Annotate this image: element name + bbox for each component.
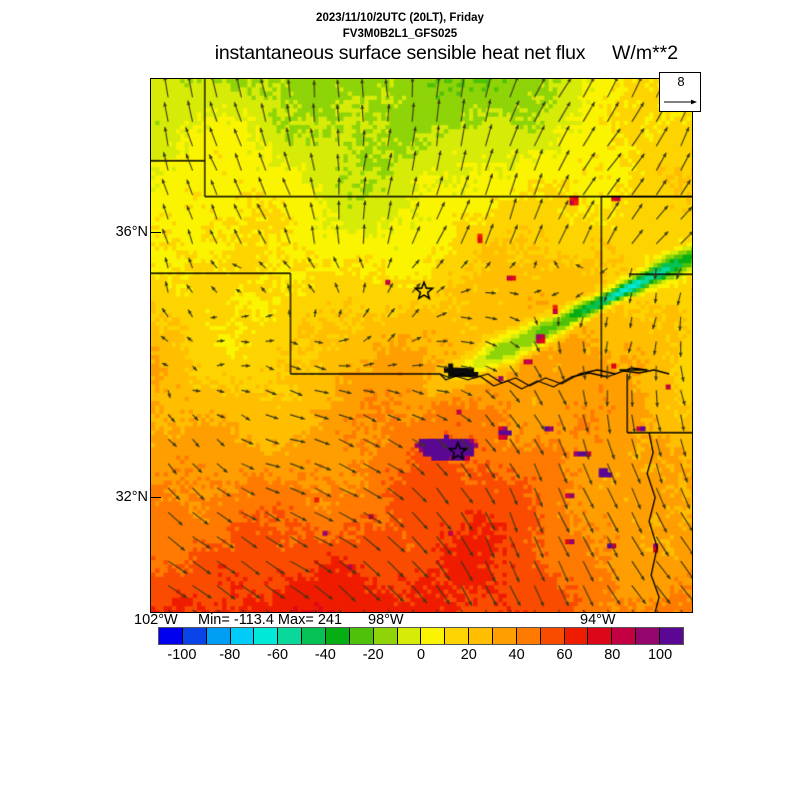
colorbar-cell <box>636 628 661 644</box>
colorbar-cell <box>159 628 183 644</box>
colorbar-tick-label: 60 <box>556 647 573 663</box>
wind-vector-key-value: 8 <box>677 74 685 89</box>
minmax-stats: Min= -113.4 Max= 241 <box>198 612 343 628</box>
lat-tick-36n <box>150 232 161 233</box>
colorbar-cell <box>349 628 374 644</box>
colorbar-cell <box>373 628 398 644</box>
colorbar-tick-label: -100 <box>167 647 197 663</box>
colorbar-tick-label: 0 <box>416 647 426 663</box>
colorbar-cell <box>660 628 683 644</box>
date-header: 2023/11/10/2UTC (20LT), Friday <box>316 12 484 24</box>
colorbar-cell <box>230 628 255 644</box>
colorbar-tick-label: -80 <box>219 647 241 663</box>
units-label: W/m**2 <box>612 42 679 64</box>
lon-label-98w: 98°W <box>368 612 404 628</box>
colorbar-cell <box>182 628 207 644</box>
colorbar-tick-label: 100 <box>647 647 673 663</box>
lon-label-94w: 94°W <box>580 612 616 628</box>
right-arrow-icon <box>664 99 697 105</box>
colorbar-cell <box>493 628 517 644</box>
colorbar-cell <box>469 628 494 644</box>
colorbar-cell <box>540 628 565 644</box>
lat-tick-32n <box>150 497 161 498</box>
colorbar-cell <box>326 628 350 644</box>
colorbar-cell <box>254 628 279 644</box>
colorbar-cell <box>612 628 637 644</box>
colorbar-tick-label: -40 <box>314 647 336 663</box>
colorbar[interactable] <box>158 627 684 645</box>
page-title: instantaneous surface sensible heat net … <box>214 42 586 64</box>
model-header: FV3M0B2L1_GFS025 <box>342 28 458 40</box>
colorbar-cell <box>397 628 422 644</box>
colorbar-cell <box>564 628 589 644</box>
colorbar-tick-label: 40 <box>508 647 525 663</box>
colorbar-tick-label: -20 <box>362 647 384 663</box>
map-plot-area <box>150 78 693 613</box>
wind-vectors-layer <box>151 79 692 612</box>
colorbar-tick-label: 20 <box>460 647 477 663</box>
colorbar-cell <box>445 628 470 644</box>
colorbar-tick-label: 80 <box>604 647 621 663</box>
colorbar-tick-labels: -100 -80 -60 -40 -20 0 20 40 60 80 100 <box>158 647 684 667</box>
lat-label-32n: 32°N <box>115 489 148 505</box>
colorbar-tick-label: -60 <box>267 647 289 663</box>
wind-vector-key: 8 <box>659 72 701 112</box>
colorbar-cell <box>278 628 303 644</box>
colorbar-cell <box>206 628 231 644</box>
lat-label-36n: 36°N <box>115 224 148 240</box>
colorbar-cell <box>421 628 446 644</box>
colorbar-cell <box>516 628 541 644</box>
colorbar-cell <box>588 628 613 644</box>
lon-label-102w: 102°W <box>134 612 178 628</box>
colorbar-cell <box>302 628 327 644</box>
